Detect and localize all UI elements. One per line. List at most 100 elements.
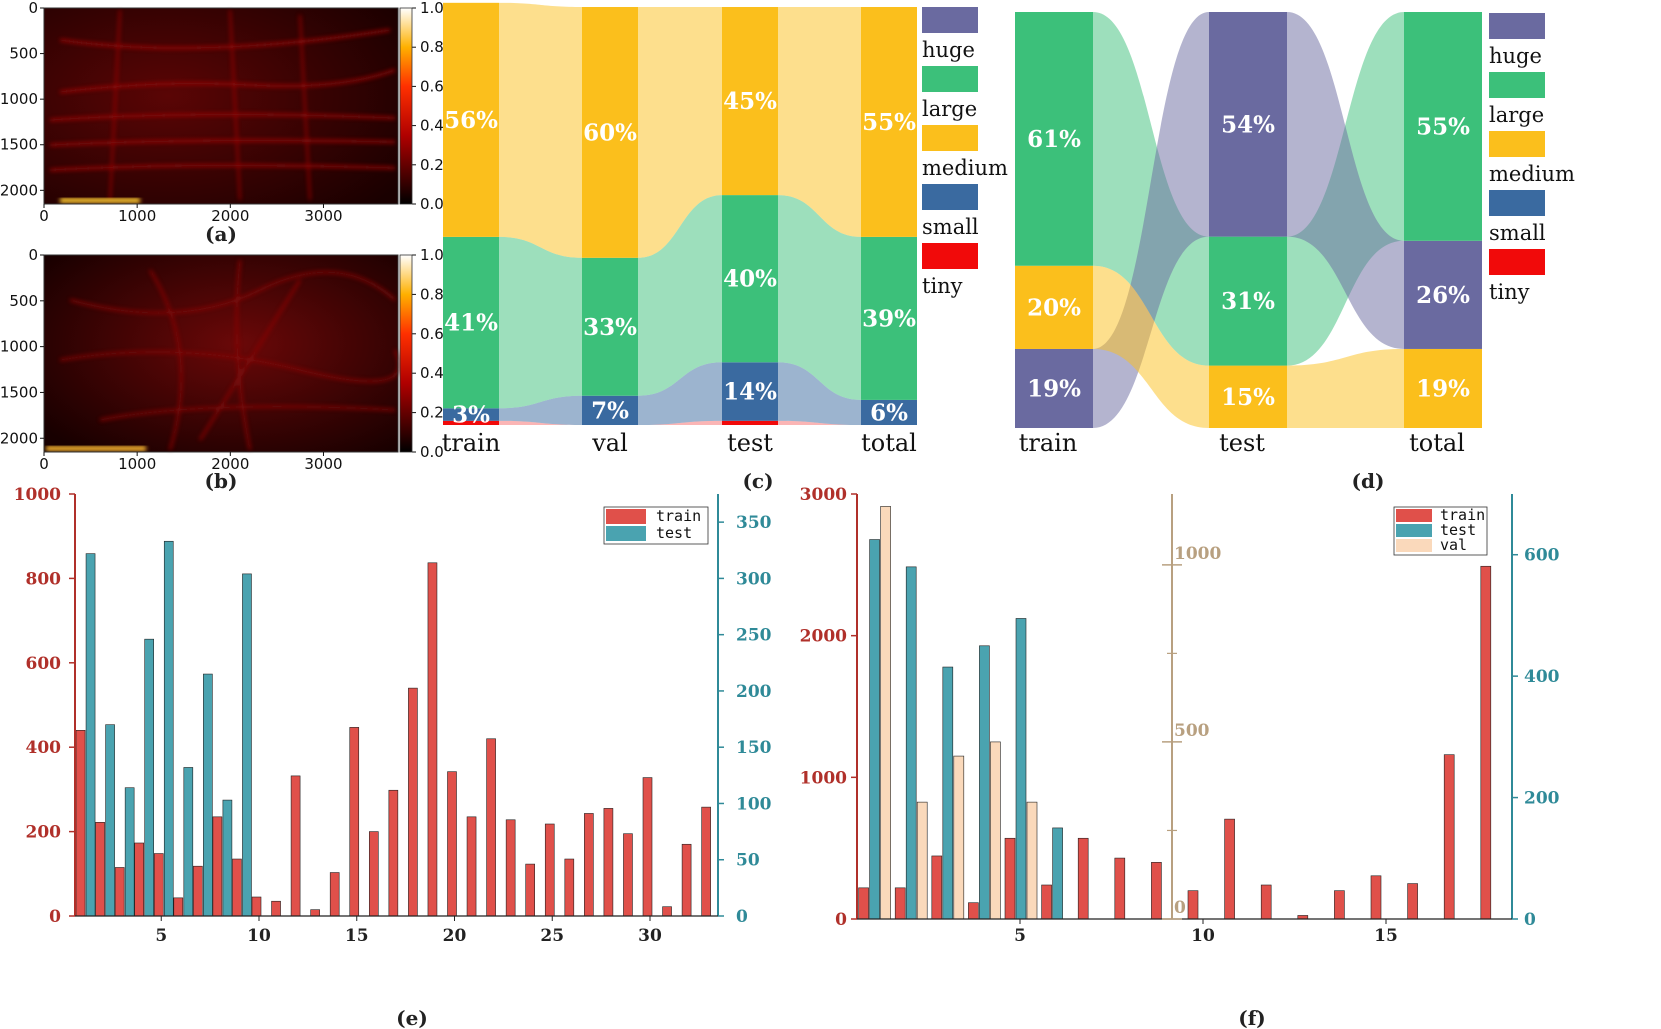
category-label-train: train <box>442 429 501 457</box>
x-tick-label: 3000 <box>304 455 342 473</box>
colorbar-tick-label: 0.4 <box>420 117 444 135</box>
legend-swatch-large <box>1489 72 1545 98</box>
legend-label-train: train <box>1440 506 1485 524</box>
colorbar-tick-label: 1.0 <box>420 0 444 17</box>
data-label: 55% <box>1416 113 1470 140</box>
x-tick-label: 0 <box>39 207 49 225</box>
bar-train <box>544 823 555 917</box>
bar-train <box>1114 857 1126 920</box>
bar-train <box>95 822 105 917</box>
flow-medium <box>778 7 861 237</box>
bar-val-medium <box>582 7 638 258</box>
heatmap-b <box>43 254 401 453</box>
data-label: 40% <box>723 266 777 293</box>
colorbar-b <box>399 254 413 453</box>
panel-label-f: (f) <box>1238 1006 1266 1029</box>
bar-train <box>114 867 125 917</box>
panel-label-d: (d) <box>1352 469 1385 493</box>
legend-swatch-val <box>1396 539 1432 552</box>
y-tick-label: 500 <box>9 292 38 310</box>
heatmap-a-image <box>44 8 398 204</box>
bar-train <box>681 843 692 917</box>
legend-swatch-tiny <box>922 243 978 269</box>
data-label: 56% <box>444 107 498 134</box>
bar-train <box>584 813 594 917</box>
y-right-tick-label: 400 <box>1524 667 1560 687</box>
bar-test <box>85 553 96 917</box>
y-left-tick-label: 200 <box>26 823 62 843</box>
colorbar-tick-label: 0.0 <box>420 195 444 213</box>
bar-train-small <box>443 408 499 421</box>
bar-train <box>701 806 711 917</box>
panel-label-b: (b) <box>205 469 238 493</box>
bar-train <box>349 727 360 917</box>
bar-train-large <box>1015 12 1093 266</box>
bar-train <box>271 900 281 917</box>
x-tick-label: 10 <box>1191 926 1215 946</box>
colorbar-tick-label: 0.6 <box>420 77 444 95</box>
bar-train <box>75 730 86 917</box>
bar-test <box>942 666 954 920</box>
y-right-tick-label: 600 <box>1524 546 1560 566</box>
legend-label-huge: huge <box>922 38 975 62</box>
bar-train <box>1041 884 1052 920</box>
x-tick-label: 30 <box>638 926 662 946</box>
y-right-tick-label: 200 <box>736 682 772 702</box>
bar-test-medium <box>1209 365 1287 428</box>
bar-train <box>486 738 496 917</box>
y-tick-label: 1000 <box>0 90 38 108</box>
data-label: 39% <box>862 305 916 332</box>
bar-train <box>310 909 320 917</box>
y-tick-label: 0 <box>28 0 38 17</box>
flow-medium <box>1287 348 1404 428</box>
colorbar-tick-label: 0.6 <box>420 325 444 343</box>
y-right-tick-label: 300 <box>736 569 772 589</box>
category-label-test: test <box>727 429 773 457</box>
legend-swatch-tiny <box>1489 249 1545 275</box>
bar-val <box>990 741 1001 920</box>
bar-train <box>1443 754 1455 920</box>
x-tick-label: 15 <box>345 926 369 946</box>
category-label-val: val <box>591 429 628 457</box>
heatmap-b-axes: 0 1000 2000 3000 0 500 1000 1500 2000 1.0 0.8 0.6 0.… <box>0 246 444 473</box>
bar-train <box>1480 565 1492 920</box>
bar-test-tiny <box>722 420 778 425</box>
y-left-tick-label: 800 <box>26 569 62 589</box>
x-tick-label: 20 <box>443 926 467 946</box>
bar-train <box>466 816 477 917</box>
heatmap-b-frame <box>43 254 399 453</box>
bar-train <box>525 863 536 917</box>
legend-swatch-small <box>1489 190 1545 216</box>
category-label-total: total <box>861 429 917 457</box>
flow-large <box>778 195 861 400</box>
y-tick-label: 1500 <box>0 136 38 154</box>
bar-test <box>869 539 880 920</box>
bar-test <box>242 573 252 917</box>
bar-train <box>1187 890 1199 920</box>
y-left-tick-label: 3000 <box>800 485 847 505</box>
y-right-tick-label: 250 <box>736 626 772 646</box>
bar-train <box>1260 884 1272 920</box>
heatmap-b-image <box>44 255 398 452</box>
bar-test-medium <box>722 7 778 196</box>
bar-total-medium <box>861 7 917 237</box>
bar-val <box>953 755 965 920</box>
flow-large <box>638 195 722 396</box>
bar-val-large <box>582 257 638 396</box>
bar-total-small <box>861 399 917 425</box>
flow-medium <box>499 2 582 258</box>
legend-swatch-train <box>606 509 646 524</box>
bar-val <box>916 801 928 920</box>
bar-train <box>329 872 340 917</box>
colorbar-tick-label: 0.2 <box>420 404 444 422</box>
alluvial-chart-c: train val test total 3% 41% 56% 7% 33% 60% 14% 40% 4… <box>442 2 1008 457</box>
colorbar-tick-label: 0.8 <box>420 38 444 56</box>
colorbar-tick-label: 0.0 <box>420 443 444 461</box>
data-label: 31% <box>1221 288 1275 315</box>
y-left-tick-label: 400 <box>26 738 62 758</box>
colorbar-a <box>399 7 413 205</box>
y-left-tick-label: 0 <box>835 910 847 930</box>
legend-label-tiny: tiny <box>1489 280 1530 304</box>
bar-test <box>144 638 154 917</box>
bar-val-small <box>582 395 638 425</box>
